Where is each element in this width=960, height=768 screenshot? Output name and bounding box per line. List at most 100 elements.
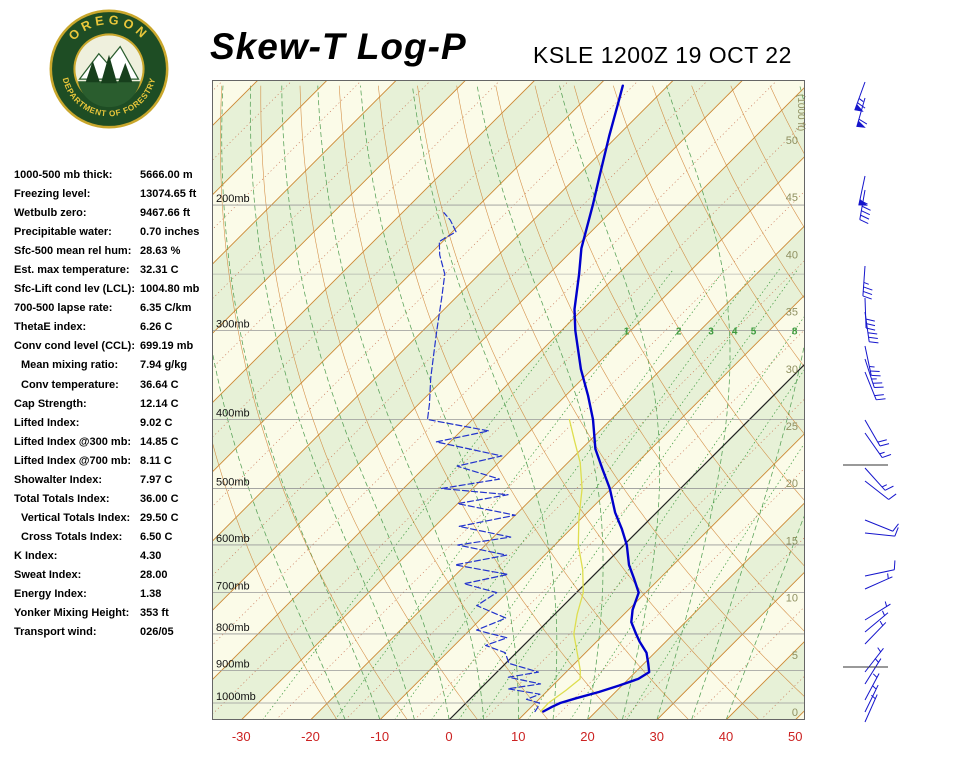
height-tick-label: 20	[786, 478, 798, 490]
index-row: Showalter Index: 7.97 C	[14, 471, 214, 490]
temperature-tick-label: -30	[232, 729, 251, 744]
pressure-label: 900mb	[216, 658, 250, 670]
index-row: Conv cond level (CCL): 699.19 mb	[14, 337, 214, 356]
wind-barb	[864, 519, 899, 532]
temperature-tick-label: -10	[370, 729, 389, 744]
wind-barb	[864, 467, 894, 491]
wind-barb	[864, 560, 896, 577]
index-label: Sfc-500 mean rel hum:	[14, 245, 132, 258]
index-value: 8.11 C	[140, 454, 172, 467]
wind-barb	[864, 684, 879, 713]
height-tick-label: 40	[786, 249, 798, 261]
index-label: Energy Index:	[14, 588, 87, 601]
mixing-ratio-label: 4	[732, 327, 738, 338]
index-row: Transport wind: 026/05	[14, 623, 214, 642]
index-value: 9.02 C	[140, 416, 173, 429]
wind-barb	[856, 97, 868, 128]
odf-logo: OREGON DEPARTMENT OF FORESTRY	[49, 9, 169, 129]
skewt-chart: 200mb 300mb 400mb 500mb 600mb 700mb 800mb 900mb…	[212, 80, 806, 744]
index-label: Lifted Index @700 mb:	[14, 454, 132, 467]
index-value: 9467.66 ft	[140, 207, 191, 220]
index-value: 32.31 C	[140, 264, 179, 277]
pressure-label: 200mb	[216, 193, 250, 205]
index-value: 6.26 C	[140, 321, 173, 334]
index-value: 13074.65 ft	[140, 188, 197, 201]
logo-tree-icon	[100, 54, 118, 84]
index-label: Est. max temperature:	[14, 264, 130, 277]
mixing-ratio-label: 2	[676, 327, 682, 338]
index-label: Lifted Index @300 mb:	[14, 435, 132, 448]
index-value: 28.00	[140, 568, 168, 581]
index-row: Mean mixing ratio: 7.94 g/kg	[14, 356, 214, 375]
index-value: 7.94 g/kg	[140, 359, 188, 372]
index-value: 36.00 C	[140, 492, 179, 505]
logo-tree-icon	[85, 60, 100, 83]
index-value: 6.50 C	[140, 530, 173, 543]
wind-barb	[864, 647, 884, 673]
index-value: 29.50 C	[140, 511, 179, 524]
wind-barb	[864, 432, 892, 459]
wind-barb	[864, 694, 878, 723]
index-label: Cross Totals Index:	[21, 530, 123, 543]
temperature-tick-label: -20	[301, 729, 320, 744]
index-row: Cross Totals Index: 6.50 C	[14, 528, 214, 547]
trace-wet_bulb	[539, 418, 584, 713]
temperature-tick-label: 40	[719, 729, 733, 744]
index-row: Est. max temperature: 32.31 C	[14, 261, 214, 280]
wind-barb	[864, 601, 891, 621]
index-value: 12.14 C	[140, 397, 179, 410]
height-tick-label: 30	[786, 364, 798, 376]
index-value: 026/05	[140, 626, 174, 639]
pressure-label: 500mb	[216, 477, 250, 489]
index-label: ThetaE index:	[14, 321, 87, 334]
index-row: Conv temperature: 36.64 C	[14, 376, 214, 395]
index-label: Transport wind:	[14, 626, 97, 639]
station-datetime: KSLE 1200Z 19 OCT 22	[533, 42, 792, 68]
height-tick-label: 35	[786, 307, 798, 319]
height-tick-label: 5	[792, 650, 798, 662]
index-value: 353 ft	[140, 607, 169, 620]
index-row: Precipitable water: 0.70 inches	[14, 223, 214, 242]
index-row: Sfc-Lift cond lev (LCL): 1004.80 mb	[14, 280, 214, 299]
temperature-tick-label: 10	[511, 729, 525, 744]
wind-barb	[854, 81, 866, 112]
index-value: 1.38	[140, 588, 162, 601]
index-value: 14.85 C	[140, 435, 179, 448]
index-row: Lifted Index: 9.02 C	[14, 414, 214, 433]
mixing-ratio-label: 3	[708, 327, 714, 338]
pressure-label: 1000mb	[216, 691, 256, 703]
index-label: Conv cond level (CCL):	[14, 340, 136, 353]
index-row: Yonker Mixing Height: 353 ft	[14, 604, 214, 623]
wind-barb	[864, 610, 889, 633]
index-row: Lifted Index @300 mb: 14.85 C	[14, 433, 214, 452]
index-row: Wetbulb zero: 9467.66 ft	[14, 204, 214, 223]
index-value: 28.63 %	[140, 245, 181, 258]
wind-barb	[864, 658, 882, 685]
index-label: Conv temperature:	[21, 378, 119, 391]
index-row: Sweat Index: 28.00	[14, 566, 214, 585]
logo-ground	[77, 81, 141, 108]
index-value: 7.97 C	[140, 473, 173, 486]
index-label: Mean mixing ratio:	[21, 359, 119, 372]
page-title: Skew-T Log-P	[210, 26, 467, 67]
pressure-label: 700mb	[216, 581, 250, 593]
index-row: Energy Index: 1.38	[14, 585, 214, 604]
logo-tree-icon	[118, 62, 133, 83]
index-label: Lifted Index:	[14, 416, 80, 429]
index-label: Cap Strength:	[14, 397, 87, 410]
mixing-ratio-label: 1	[624, 327, 630, 338]
index-row: Vertical Totals Index: 29.50 C	[14, 509, 214, 528]
mixing-ratio-label: 5	[751, 327, 757, 338]
wind-barb	[864, 371, 886, 401]
index-row: ThetaE index: 6.26 C	[14, 318, 214, 337]
index-label: Freezing level:	[14, 188, 91, 201]
index-row: Freezing level: 13074.65 ft	[14, 185, 214, 204]
wind-barb	[864, 419, 890, 447]
index-row: 700-500 lapse rate: 6.35 C/km	[14, 299, 214, 318]
height-tick-label: 10	[786, 593, 798, 605]
height-tick-label: 15	[786, 535, 798, 547]
index-label: Total Totals Index:	[14, 492, 110, 505]
wind-barb-column	[843, 81, 899, 723]
height-tick-label: 0	[792, 707, 798, 719]
